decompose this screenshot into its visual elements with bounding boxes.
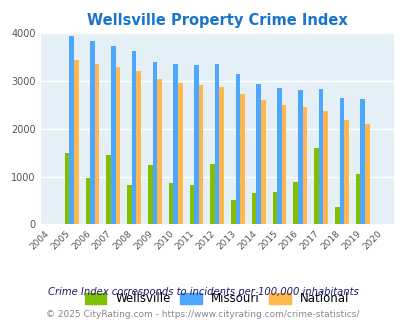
Bar — [235, 74, 240, 224]
Bar — [69, 36, 74, 224]
Legend: Wellsville, Missouri, National: Wellsville, Missouri, National — [80, 288, 353, 310]
Bar — [355, 174, 360, 224]
Bar — [302, 107, 307, 224]
Bar — [360, 99, 364, 224]
Bar — [85, 179, 90, 224]
Bar — [194, 65, 198, 224]
Bar — [293, 182, 297, 224]
Bar — [364, 124, 369, 224]
Bar — [251, 193, 256, 224]
Bar — [214, 64, 219, 224]
Bar — [256, 84, 260, 224]
Bar — [281, 105, 286, 224]
Bar — [173, 64, 177, 224]
Bar — [318, 89, 323, 224]
Bar — [240, 94, 244, 224]
Bar — [339, 98, 343, 224]
Bar — [168, 183, 173, 224]
Bar — [65, 152, 69, 224]
Bar — [136, 71, 141, 224]
Bar — [334, 207, 339, 224]
Bar — [111, 47, 115, 224]
Bar — [106, 154, 111, 224]
Bar — [127, 185, 132, 224]
Bar — [148, 165, 152, 224]
Text: Crime Index corresponds to incidents per 100,000 inhabitants: Crime Index corresponds to incidents per… — [47, 287, 358, 297]
Bar — [152, 62, 157, 224]
Bar — [313, 148, 318, 224]
Text: © 2025 CityRating.com - https://www.cityrating.com/crime-statistics/: © 2025 CityRating.com - https://www.city… — [46, 310, 359, 319]
Bar — [260, 100, 265, 224]
Bar — [157, 79, 161, 224]
Bar — [115, 67, 120, 224]
Bar — [230, 200, 235, 224]
Bar — [297, 90, 302, 224]
Bar — [198, 85, 203, 224]
Bar — [95, 64, 99, 224]
Title: Wellsville Property Crime Index: Wellsville Property Crime Index — [87, 13, 347, 28]
Bar — [74, 60, 79, 224]
Bar — [343, 119, 348, 224]
Bar — [210, 164, 214, 224]
Bar — [189, 185, 194, 224]
Bar — [132, 51, 136, 224]
Bar — [323, 111, 327, 224]
Bar — [177, 83, 182, 224]
Bar — [272, 192, 277, 224]
Bar — [90, 41, 95, 224]
Bar — [219, 87, 224, 224]
Bar — [277, 87, 281, 224]
